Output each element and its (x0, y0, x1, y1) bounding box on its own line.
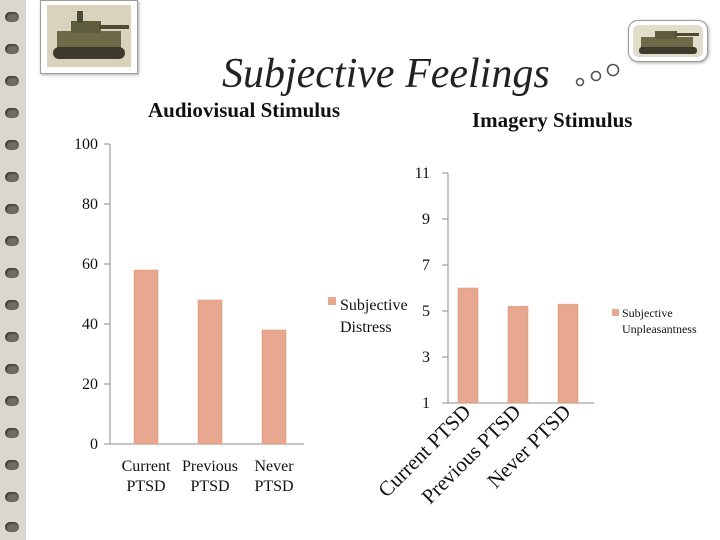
x-tick-label-line: PTSD (254, 478, 293, 495)
binding-hole-icon (5, 236, 19, 246)
x-tick-label-line: PTSD (190, 478, 229, 495)
y-tick-label: 100 (74, 136, 98, 153)
tank-photo-left (40, 0, 138, 74)
binding-hole-icon (5, 204, 19, 214)
y-tick-label: 5 (422, 303, 430, 320)
legend-swatch (328, 297, 336, 305)
y-tick-label: 9 (422, 211, 430, 228)
y-tick-label: 60 (82, 256, 98, 273)
x-tick-label: Current PTSD (122, 458, 171, 495)
y-tick-label: 11 (415, 165, 430, 182)
x-tick-label: Never PTSD (254, 458, 294, 495)
binding-hole-icon (5, 140, 19, 150)
bar (133, 269, 159, 445)
legend-swatch (612, 309, 619, 316)
bar (557, 303, 579, 404)
binding-hole-icon (5, 428, 19, 438)
legend-label-line: Distress (340, 319, 392, 336)
binding-hole-icon (5, 396, 19, 406)
binding-hole-icon (5, 44, 19, 54)
binding-hole-icon (5, 364, 19, 374)
y-tick-label: 80 (82, 196, 98, 213)
bubble-icon (575, 77, 585, 87)
x-tick-label-line: Never (254, 458, 294, 475)
binding-hole-icon (5, 12, 19, 22)
y-tick-label: 7 (422, 257, 430, 274)
notebook-binding (0, 0, 26, 540)
legend-label-line: Unpleasantness (622, 322, 697, 336)
y-tick-label: 1 (422, 395, 430, 412)
bubble-icon (606, 63, 620, 77)
x-tick-label-line: PTSD (126, 478, 165, 495)
binding-hole-icon (5, 492, 19, 502)
binding-hole-icon (5, 76, 19, 86)
bar (507, 306, 529, 404)
legend-label-line: Subjective (622, 306, 673, 320)
tank-icon (633, 25, 703, 57)
tank-icon (47, 5, 131, 67)
binding-hole-icon (5, 522, 19, 532)
x-tick-label-line: Previous (182, 458, 238, 475)
bar (261, 329, 287, 445)
bubble-icon (590, 70, 602, 82)
chart-title-imagery: Imagery Stimulus (472, 108, 633, 132)
binding-hole-icon (5, 460, 19, 470)
slide-title: Subjective Feelings (222, 51, 550, 97)
x-tick-label-line: Current (122, 458, 171, 475)
binding-hole-icon (5, 108, 19, 118)
y-tick-label: 0 (90, 436, 98, 453)
legend-label: Subjective Distress (340, 297, 408, 336)
y-tick-label: 3 (422, 349, 430, 366)
chart-title-audiovisual: Audiovisual Stimulus (148, 98, 340, 122)
binding-hole-icon (5, 268, 19, 278)
binding-hole-icon (5, 300, 19, 310)
bar (197, 299, 223, 445)
x-tick-label: Previous PTSD (182, 458, 238, 495)
binding-hole-icon (5, 332, 19, 342)
legend-label-line: Subjective (340, 297, 408, 314)
binding-hole-icon (5, 172, 19, 182)
y-tick-label: 40 (82, 316, 98, 333)
y-tick-label: 20 (82, 376, 98, 393)
bar (457, 287, 479, 404)
tank-photo-right (628, 20, 708, 62)
legend-label: Subjective Unpleasantness (622, 306, 697, 336)
